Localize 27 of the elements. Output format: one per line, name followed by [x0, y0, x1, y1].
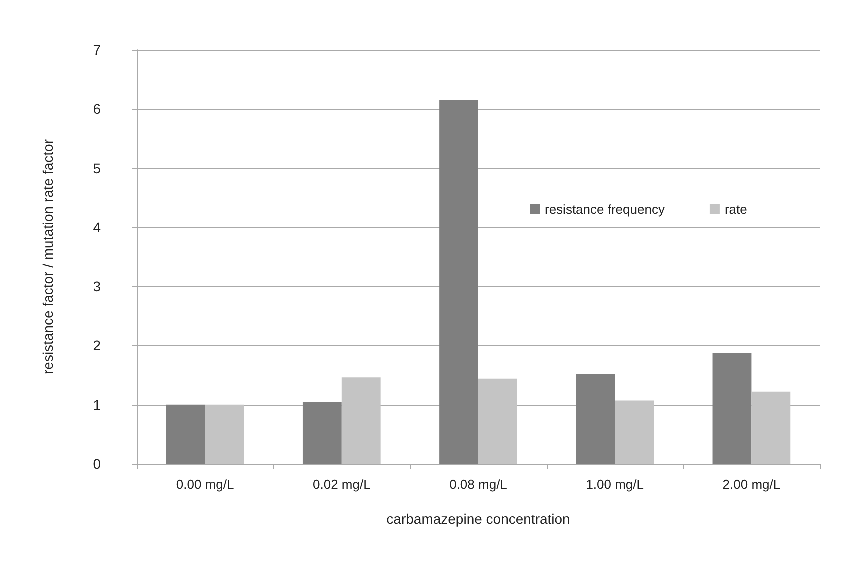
x-tick-label: 0.02 mg/L — [312, 477, 371, 492]
x-axis-title: carbamazepine concentration — [386, 511, 570, 527]
bar — [478, 378, 518, 464]
bar — [615, 400, 654, 464]
y-tick-label: 1 — [93, 396, 102, 413]
bar — [712, 353, 752, 464]
bar — [440, 100, 478, 464]
y-tick-label: 5 — [93, 160, 102, 176]
bar — [166, 404, 206, 464]
legend-label: rate — [724, 202, 748, 217]
y-tick-label: 0 — [93, 456, 102, 472]
x-tick-label: 1.00 mg/L — [586, 477, 644, 492]
bar — [205, 404, 244, 464]
bar — [302, 402, 342, 464]
bar — [576, 374, 616, 464]
y-tick-label: 4 — [93, 219, 102, 236]
y-tick-label: 7 — [93, 42, 102, 58]
x-tick-label: 0.00 mg/L — [176, 477, 234, 492]
x-tick-label: 2.00 mg/L — [722, 477, 781, 492]
y-axis-title: resistance factor / mutation rate factor — [40, 139, 56, 374]
y-tick-label: 3 — [93, 278, 102, 295]
x-tick-label: 0.08 mg/L — [450, 477, 508, 492]
bar — [752, 392, 791, 464]
legend-label: resistance frequency — [545, 202, 666, 217]
y-tick-label: 2 — [93, 338, 102, 354]
bar — [342, 378, 381, 464]
y-tick-label: 6 — [93, 101, 102, 118]
